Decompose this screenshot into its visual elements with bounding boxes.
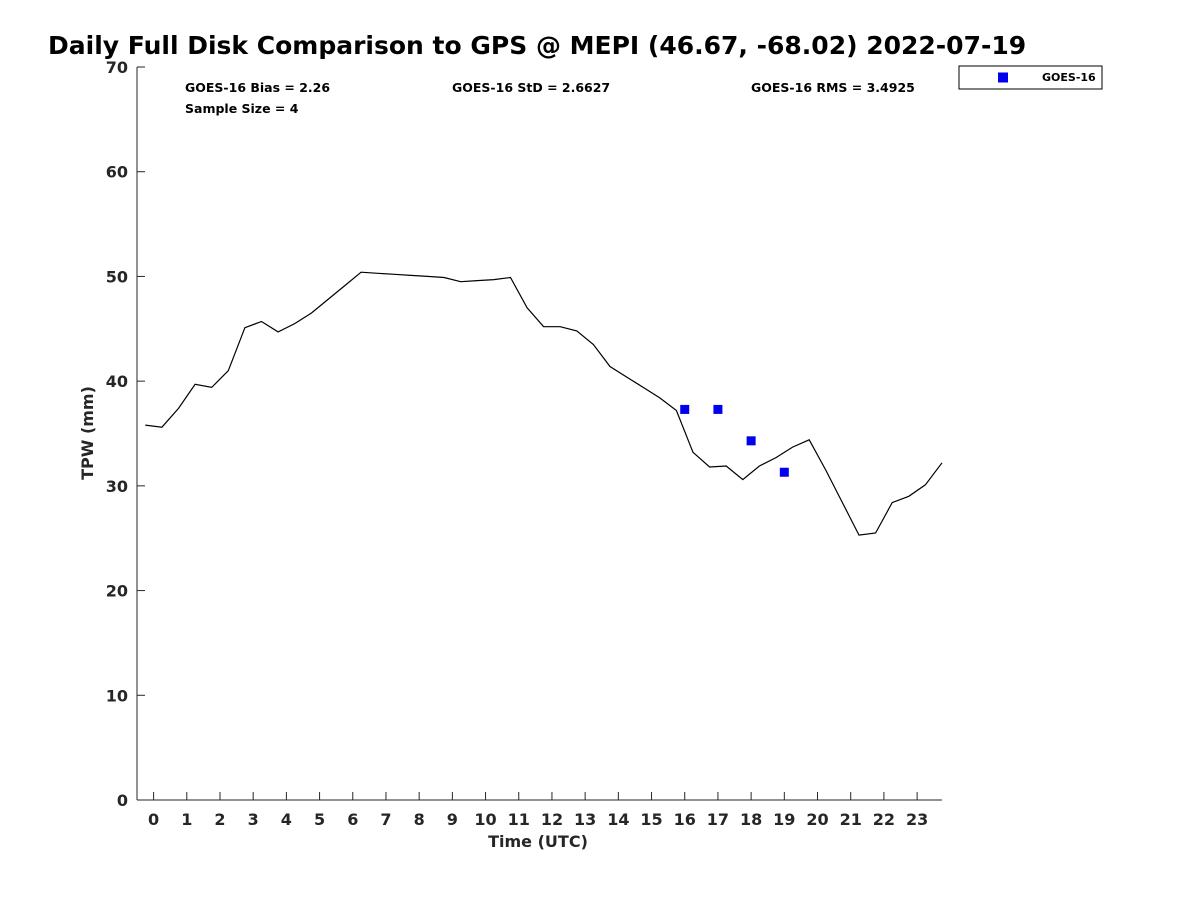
legend-box <box>958 65 1103 90</box>
x-tick-label: 2 <box>214 810 225 829</box>
x-tick-label: 12 <box>541 810 563 829</box>
x-tick-label: 14 <box>607 810 629 829</box>
x-tick-label: 15 <box>640 810 662 829</box>
y-tick-label: 50 <box>106 267 128 286</box>
goes16-point <box>713 404 723 414</box>
x-tick-label: 4 <box>281 810 292 829</box>
goes16-point <box>779 467 789 477</box>
legend-marker-goes16 <box>998 72 1008 83</box>
x-tick-label: 22 <box>873 810 895 829</box>
x-tick-label: 20 <box>806 810 828 829</box>
x-tick-label: 21 <box>840 810 862 829</box>
y-axis-label: TPW (mm) <box>78 386 97 480</box>
x-tick-label: 18 <box>740 810 762 829</box>
bias-stat: GOES-16 Bias = 2.26 <box>185 80 330 95</box>
legend-label-goes16: GOES-16 <box>1042 71 1096 84</box>
x-axis-label: Time (UTC) <box>488 832 588 851</box>
gps-tpw-line <box>145 271 943 536</box>
rms-stat: GOES-16 RMS = 3.4925 <box>751 80 915 95</box>
x-tick-label: 19 <box>773 810 795 829</box>
x-tick-label: 5 <box>314 810 325 829</box>
x-tick-label: 16 <box>674 810 696 829</box>
goes16-point <box>680 404 690 414</box>
chart-title: Daily Full Disk Comparison to GPS @ MEPI… <box>48 31 1026 60</box>
y-tick-label: 10 <box>106 686 128 705</box>
x-tick-label: 7 <box>380 810 391 829</box>
x-tick-label: 6 <box>347 810 358 829</box>
plot-area <box>145 271 943 536</box>
x-tick-label: 17 <box>707 810 729 829</box>
goes16-point <box>746 436 756 446</box>
x-tick-label: 9 <box>447 810 458 829</box>
x-tick-label: 11 <box>508 810 530 829</box>
y-tick-label: 0 <box>117 791 128 810</box>
std-stat: GOES-16 StD = 2.6627 <box>452 80 610 95</box>
y-tick-label: 30 <box>106 477 128 496</box>
x-tick-label: 0 <box>148 810 159 829</box>
x-tick-label: 23 <box>906 810 928 829</box>
y-tick-label: 40 <box>106 372 128 391</box>
y-tick-label: 60 <box>106 163 128 182</box>
legend: GOES-16 <box>958 65 1103 90</box>
x-tick-label: 3 <box>248 810 259 829</box>
x-tick-label: 10 <box>474 810 496 829</box>
x-tick-label: 13 <box>574 810 596 829</box>
x-tick-label: 1 <box>181 810 192 829</box>
y-tick-label: 70 <box>106 58 128 77</box>
y-tick-label: 20 <box>106 582 128 601</box>
x-tick-label: 8 <box>414 810 425 829</box>
sample-size-stat: Sample Size = 4 <box>185 101 299 116</box>
